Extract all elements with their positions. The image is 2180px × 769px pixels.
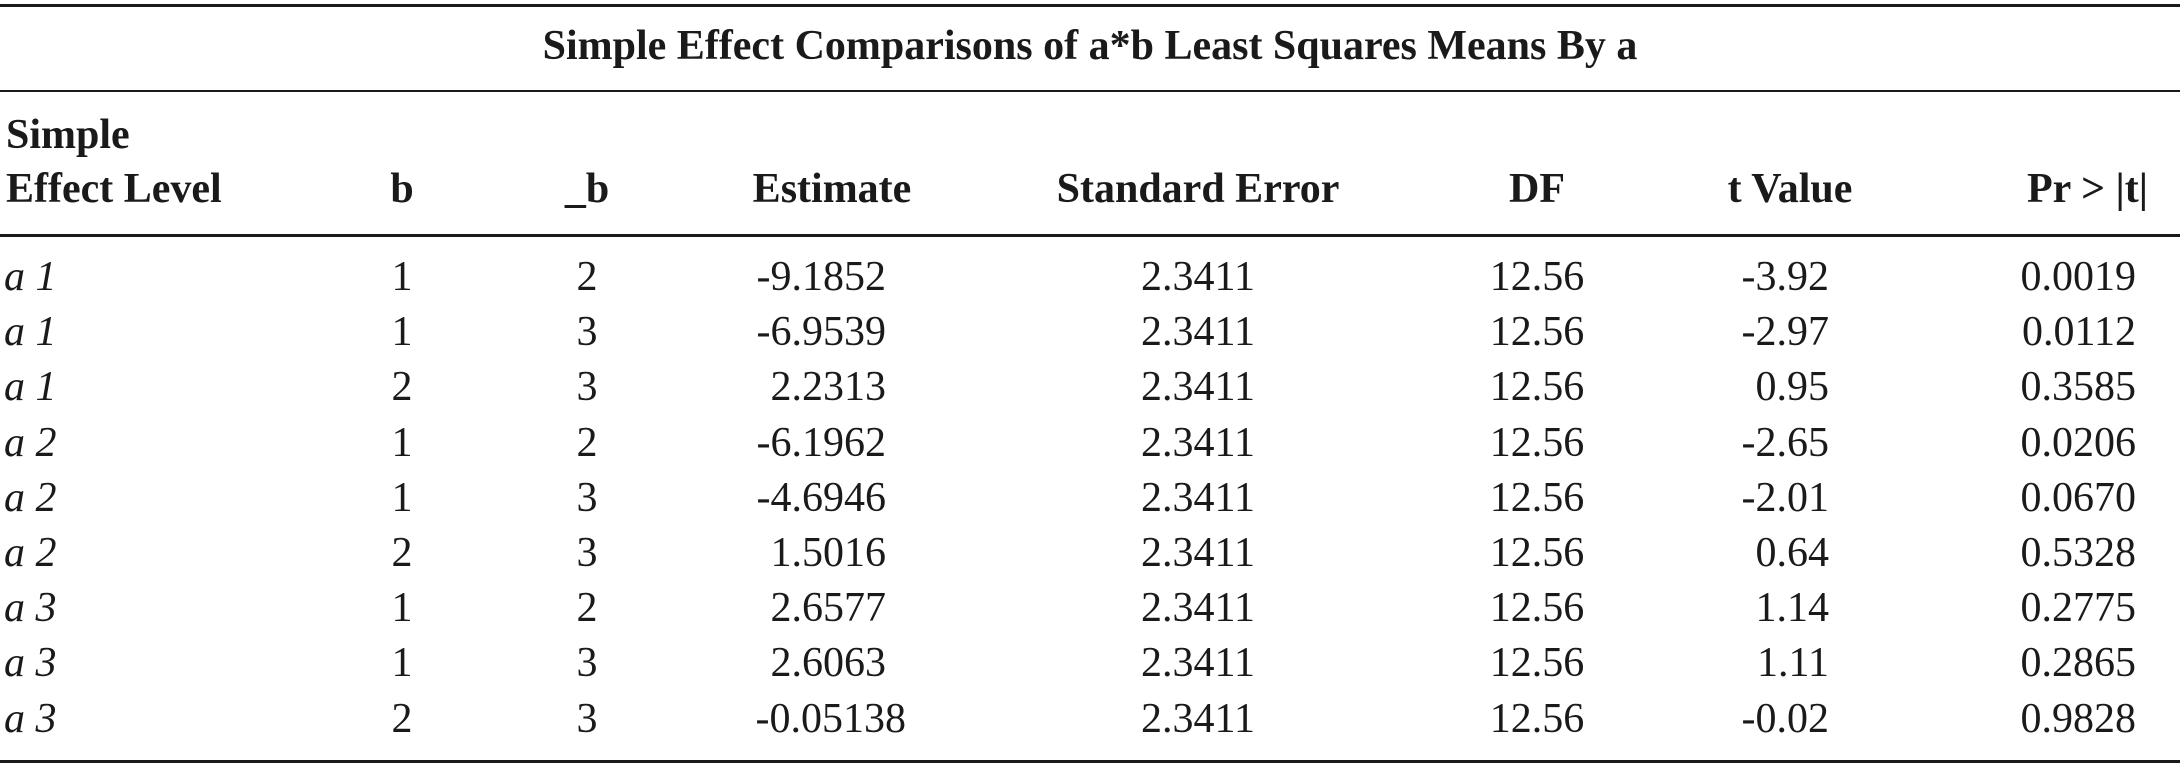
cell-pr: 0.5328	[2020, 530, 2137, 576]
cell-estimate: 2.6577	[770, 585, 887, 631]
cell-b2: 2	[576, 420, 598, 466]
cell-stderr: 2.3411	[1141, 585, 1255, 631]
cell-level: a 2	[4, 420, 57, 466]
cell-tvalue: -2.01	[1741, 475, 1830, 521]
cell-pr: 0.0112	[2022, 309, 2136, 355]
cell-df: 12.56	[1489, 309, 1585, 355]
cell-estimate: -0.05138	[755, 696, 907, 742]
cell-b2: 3	[576, 696, 598, 742]
cell-df: 12.56	[1489, 475, 1585, 521]
cell-pr: 0.9828	[2020, 696, 2137, 742]
cell-pr: 0.0019	[2020, 254, 2137, 300]
cell-df: 12.56	[1489, 530, 1585, 576]
cell-level: a 1	[4, 309, 57, 355]
cell-estimate: 1.5016	[770, 530, 887, 576]
cell-stderr: 2.3411	[1141, 364, 1255, 410]
cell-estimate: -6.9539	[756, 309, 887, 355]
cell-tvalue: -2.65	[1741, 420, 1830, 466]
header-b2: _b	[564, 166, 610, 212]
cell-tvalue: -0.02	[1741, 696, 1830, 742]
cell-stderr: 2.3411	[1141, 475, 1255, 521]
cell-b: 2	[391, 530, 413, 576]
cell-tvalue: 1.11	[1757, 640, 1829, 686]
header-stderr: Standard Error	[1056, 166, 1340, 212]
cell-pr: 0.0670	[2020, 475, 2137, 521]
cell-b2: 3	[576, 640, 598, 686]
cell-df: 12.56	[1489, 640, 1585, 686]
cell-pr: 0.2865	[2020, 640, 2137, 686]
cell-pr: 0.3585	[2020, 364, 2137, 410]
cell-level: a 3	[4, 585, 57, 631]
cell-df: 12.56	[1489, 364, 1585, 410]
cell-tvalue: 1.14	[1755, 585, 1830, 631]
cell-b2: 2	[576, 254, 598, 300]
cell-estimate: -9.1852	[756, 254, 887, 300]
cell-stderr: 2.3411	[1141, 530, 1255, 576]
cell-stderr: 2.3411	[1141, 696, 1255, 742]
header-estimate: Estimate	[752, 166, 912, 212]
cell-b: 1	[391, 254, 413, 300]
top-rule	[0, 4, 2180, 7]
cell-estimate: -4.6946	[756, 475, 887, 521]
cell-stderr: 2.3411	[1141, 309, 1255, 355]
cell-b: 1	[391, 420, 413, 466]
cell-stderr: 2.3411	[1141, 254, 1255, 300]
cell-stderr: 2.3411	[1141, 640, 1255, 686]
cell-stderr: 2.3411	[1141, 420, 1255, 466]
header-level-line2: Effect Level	[6, 166, 222, 212]
cell-b2: 3	[576, 309, 598, 355]
cell-tvalue: -2.97	[1741, 309, 1830, 355]
header-pr: Pr > |t|	[2027, 166, 2148, 212]
cell-level: a 3	[4, 640, 57, 686]
cell-b2: 3	[576, 364, 598, 410]
title-rule	[0, 90, 2180, 92]
table-title: Simple Effect Comparisons of a*b Least S…	[542, 23, 1638, 69]
cell-b2: 3	[576, 530, 598, 576]
cell-df: 12.56	[1489, 696, 1585, 742]
cell-df: 12.56	[1489, 254, 1585, 300]
cell-pr: 0.2775	[2020, 585, 2137, 631]
cell-level: a 2	[4, 475, 57, 521]
cell-level: a 1	[4, 254, 57, 300]
cell-b: 1	[391, 475, 413, 521]
cell-pr: 0.0206	[2020, 420, 2137, 466]
cell-tvalue: 0.64	[1755, 530, 1830, 576]
bottom-rule	[0, 760, 2180, 763]
cell-level: a 1	[4, 364, 57, 410]
cell-b: 2	[391, 696, 413, 742]
cell-df: 12.56	[1489, 420, 1585, 466]
cell-tvalue: -3.92	[1741, 254, 1830, 300]
cell-b: 1	[391, 309, 413, 355]
cell-b: 2	[391, 364, 413, 410]
cell-b2: 3	[576, 475, 598, 521]
cell-b: 1	[391, 640, 413, 686]
cell-estimate: 2.2313	[770, 364, 887, 410]
header-df: DF	[1509, 166, 1565, 212]
header-rule	[0, 234, 2180, 237]
cell-tvalue: 0.95	[1755, 364, 1830, 410]
cell-estimate: 2.6063	[770, 640, 887, 686]
cell-level: a 2	[4, 530, 57, 576]
cell-b: 1	[391, 585, 413, 631]
cell-estimate: -6.1962	[756, 420, 887, 466]
cell-b2: 2	[576, 585, 598, 631]
header-tvalue: t Value	[1727, 166, 1853, 212]
cell-level: a 3	[4, 696, 57, 742]
header-level-line1: Simple	[6, 112, 130, 158]
cell-df: 12.56	[1489, 585, 1585, 631]
header-b: b	[390, 166, 414, 212]
